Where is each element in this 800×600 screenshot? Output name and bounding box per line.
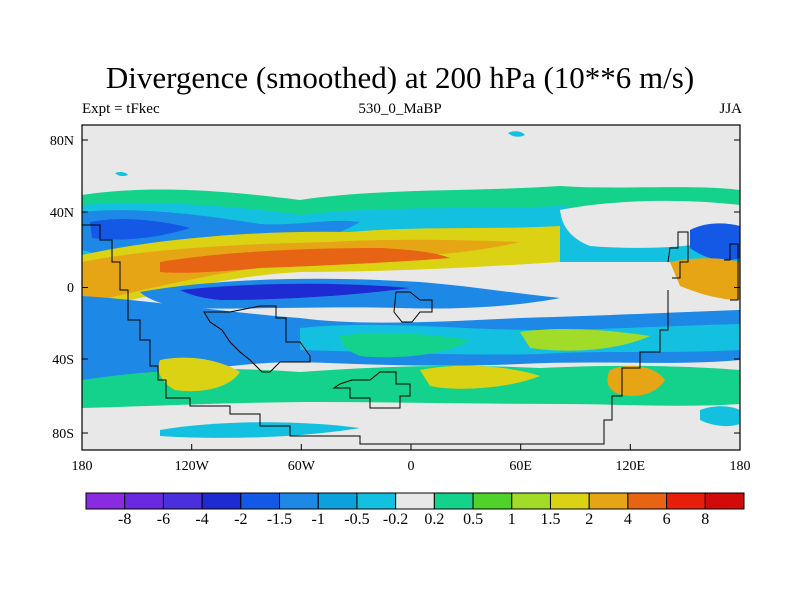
contour-arctic-blob-2 (115, 171, 128, 177)
colorbar-label: -1 (312, 511, 325, 528)
colorbar-label: 4 (624, 511, 632, 528)
colorbar-label: 0.2 (424, 511, 444, 528)
colorbar-label: -6 (157, 511, 170, 528)
coastline (82, 224, 739, 445)
colorbar-box (511, 492, 551, 510)
coastline-america (82, 224, 669, 445)
contour-equatorial-deep-blue (180, 283, 410, 300)
colorbar-label: -0.5 (344, 511, 369, 528)
colorbar-box (704, 492, 745, 510)
colorbar-box (627, 492, 668, 510)
colorbar-label: 0.5 (463, 511, 483, 528)
y-major-ticks (82, 139, 740, 434)
contour-north-deep-blue (90, 219, 190, 240)
colorbar-box (240, 492, 281, 510)
divergence-field (82, 131, 740, 438)
chart-title: Divergence (smoothed) at 200 hPa (10**6 … (105, 60, 695, 95)
x-tick-label: 120W (175, 459, 210, 474)
experiment-label: Expt = tFkec (82, 101, 160, 117)
colorbar-box (85, 492, 126, 510)
season-label: JJA (719, 101, 742, 117)
x-tick-label: 180 (730, 459, 751, 474)
colorbar-box (201, 492, 242, 510)
colorbar-label: -2 (234, 511, 247, 528)
x-major-ticks (81, 444, 741, 450)
colorbar-label: 1.5 (541, 511, 561, 528)
colorbar-label: 2 (585, 511, 593, 528)
coastline-antarctic-islands (332, 371, 411, 409)
axis-ticks (81, 139, 741, 450)
x-tick-label: 60W (288, 459, 316, 474)
contour-south-positive-east (520, 329, 650, 351)
colorbar-box (666, 492, 706, 510)
colorbar-box (279, 492, 319, 510)
contour-polar-streak (160, 422, 360, 438)
colorbar-box (356, 492, 397, 510)
contour-arctic-blob (508, 131, 525, 137)
y-tick-label: 40N (50, 206, 74, 221)
colorbar-box (433, 492, 474, 510)
x-tick-label: 120E (616, 459, 646, 474)
y-tick-label: 40S (52, 353, 74, 368)
contour-tropical-red (160, 248, 450, 273)
colorbar-box (549, 492, 590, 510)
colorbar-label: 6 (663, 511, 671, 528)
y-tick-labels: 80N 40N 0 40S 80S (50, 134, 74, 442)
colorbar-label: 1 (508, 511, 516, 528)
colorbar-label: -4 (195, 511, 208, 528)
colorbar-label: 8 (701, 511, 709, 528)
colorbar (85, 492, 745, 510)
x-tick-label: 0 (408, 459, 415, 474)
contour-south-midlat-green (82, 365, 740, 408)
colorbar-label: -1.5 (267, 511, 292, 528)
colorbar-box (588, 492, 629, 510)
contour-east-positive (670, 258, 740, 300)
y-tick-label: 80S (52, 427, 74, 442)
x-tick-labels: 180 120W 60W 0 60E 120E 180 (72, 459, 751, 474)
coastline-east-edge (724, 243, 739, 301)
contour-east-blue (690, 223, 740, 261)
case-label: 530_0_MaBP (358, 101, 442, 117)
colorbar-label: -8 (118, 511, 131, 528)
contour-south-midlat-yellow-2 (420, 365, 540, 389)
y-tick-label: 0 (67, 281, 74, 296)
coastline-asia-east (667, 231, 689, 279)
colorbar-labels: -8 -6 -4 -2 -1.5 -1 -0.5 -0.2 0.2 0.5 1 … (118, 511, 709, 528)
coastline-africa (393, 291, 433, 323)
colorbar-box (124, 492, 164, 510)
colorbar-label: -0.2 (383, 511, 408, 528)
colorbar-box (162, 492, 203, 510)
contour-polar-streak-east (700, 406, 740, 427)
colorbar-box (472, 492, 513, 510)
coastline-south-america (203, 305, 311, 373)
x-tick-label: 180 (72, 459, 93, 474)
contour-south-positive-center (340, 333, 470, 358)
y-tick-label: 80N (50, 134, 74, 149)
colorbar-box (395, 492, 435, 510)
x-tick-label: 60E (509, 459, 532, 474)
colorbar-box (317, 492, 358, 510)
contour-south-midlat-yellow (158, 357, 240, 392)
